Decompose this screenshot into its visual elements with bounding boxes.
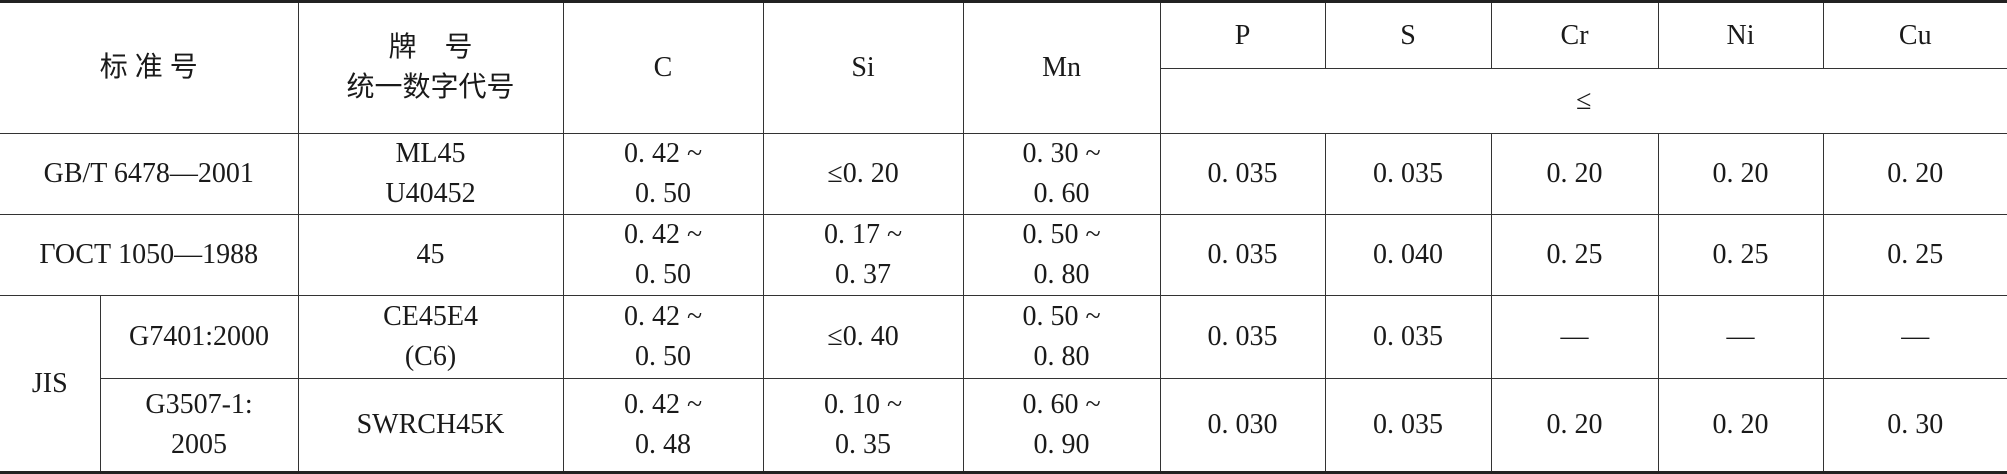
grade-cell: CE45E4 (C6) (297, 295, 564, 379)
header-grade: 牌 号 统一数字代号 (297, 1, 564, 134)
value-cell: 0. 035 (1159, 295, 1326, 379)
header-element: P (1159, 1, 1326, 69)
value-cell: ≤0. 20 (762, 133, 964, 215)
value-cell: — (1490, 295, 1659, 379)
value-cell: 0. 035 (1324, 295, 1492, 379)
table-row: G3507-1: 2005 SWRCH45K 0. 42 ~ 0. 48 0. 10 … (0, 378, 2007, 473)
standard-cell: G3507-1: 2005 (100, 378, 299, 473)
header-element: Mn (962, 1, 1161, 134)
value-cell: 0. 20 (1490, 378, 1659, 473)
standard-cell: G7401:2000 (99, 295, 299, 379)
value-cell: 0. 60 ~ 0. 90 (962, 378, 1161, 473)
value-cell: 0. 035 (1159, 133, 1326, 215)
header-element: Ni (1657, 1, 1824, 69)
header-element: Cr (1490, 1, 1659, 69)
value-cell: 0. 25 (1822, 214, 2007, 296)
value-cell: 0. 25 (1657, 214, 1824, 296)
header-element: Cu (1822, 1, 2007, 69)
header-element: Si (762, 1, 964, 134)
table-row: GB/T 6478—2001 ML45 U40452 0. 42 ~ 0. 50 ≤0… (0, 133, 2007, 215)
standard-group: JIS (0, 295, 101, 473)
value-cell: ≤0. 40 (762, 295, 964, 379)
table-row: 标 准 号牌 号 统一数字代号 C Si Mn P S Cr Ni Cu (0, 1, 2007, 134)
value-cell: 0. 10 ~ 0. 35 (762, 378, 964, 473)
grade-cell: ML45 U40452 (297, 133, 564, 215)
value-cell: 0. 040 (1324, 214, 1492, 296)
value-cell: 0. 25 (1490, 214, 1659, 296)
table-row: ГОСТ 1050—1988 45 0. 42 ~ 0. 50 0. 17 ~ 0. … (0, 214, 2007, 296)
value-cell: 0. 20 (1657, 133, 1824, 215)
table-row: JIS G7401:2000 CE45E4 (C6) 0. 42 ~ 0. 50 ≤0.… (0, 295, 2007, 473)
value-cell: 0. 17 ~ 0. 37 (762, 214, 964, 296)
value-cell: 0. 035 (1324, 378, 1492, 473)
value-cell: 0. 50 ~ 0. 80 (962, 295, 1161, 379)
value-cell: 0. 035 (1159, 214, 1326, 296)
header-element: S (1324, 1, 1492, 69)
value-cell: 0. 30 ~ 0. 60 (962, 133, 1161, 215)
value-cell: 0. 20 (1657, 378, 1824, 473)
value-cell: 0. 030 (1159, 378, 1326, 473)
header-standard: 标 准 号 (0, 1, 299, 134)
header-limit: ≤ (1160, 68, 2007, 134)
value-cell: — (1822, 295, 2007, 379)
grade-cell: SWRCH45K (297, 378, 564, 473)
value-cell: 0. 30 (1822, 378, 2007, 473)
value-cell: — (1657, 295, 1824, 379)
value-cell: 0. 20 (1490, 133, 1659, 215)
value-cell: 0. 42 ~ 0. 48 (562, 378, 764, 473)
grade-cell: 45 (297, 214, 564, 296)
value-cell: 0. 42 ~ 0. 50 (562, 133, 764, 215)
value-cell: 0. 42 ~ 0. 50 (562, 214, 764, 296)
standard-cell: GB/T 6478—2001 (0, 133, 299, 215)
value-cell: 0. 035 (1324, 133, 1492, 215)
table-row: ≤ (0, 68, 2007, 134)
value-cell: 0. 42 ~ 0. 50 (562, 295, 764, 379)
value-cell: 0. 50 ~ 0. 80 (962, 214, 1161, 296)
value-cell: 0. 20 (1822, 133, 2007, 215)
header-element: C (562, 1, 764, 134)
standard-cell: ГОСТ 1050—1988 (0, 214, 299, 296)
